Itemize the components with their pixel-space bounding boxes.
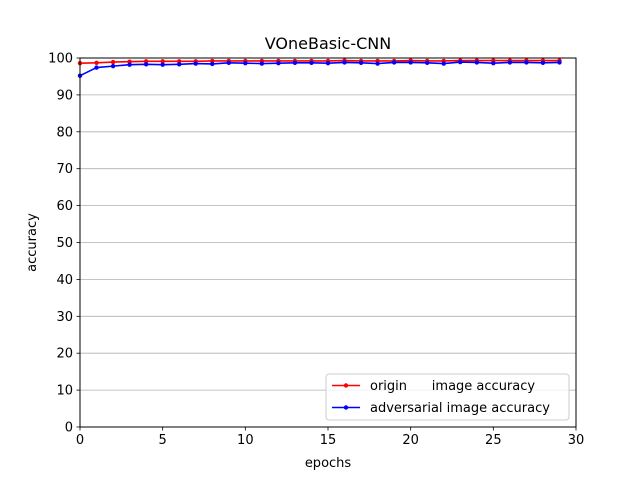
series-1-point bbox=[557, 60, 562, 65]
series-1-point bbox=[177, 62, 182, 67]
series-1-point bbox=[408, 60, 413, 65]
x-tick-label: 5 bbox=[159, 433, 167, 448]
legend-label-adversarial: adversarial image accuracy bbox=[370, 401, 550, 416]
legend-label-origin: origin image accuracy bbox=[370, 379, 535, 394]
x-tick-label: 10 bbox=[237, 433, 254, 448]
y-tick-label: 60 bbox=[56, 199, 73, 214]
legend-marker-adversarial bbox=[343, 405, 349, 410]
y-tick-label: 50 bbox=[56, 236, 73, 251]
x-tick-label: 30 bbox=[568, 433, 585, 448]
series-1-point bbox=[358, 60, 364, 65]
legend-marker-origin bbox=[343, 383, 349, 388]
y-axis-label: accuracy bbox=[25, 213, 40, 272]
y-tick-label: 10 bbox=[56, 384, 73, 399]
series-1-point bbox=[441, 61, 446, 66]
legend-box bbox=[325, 373, 570, 421]
series-1-point bbox=[540, 60, 546, 65]
y-tick-label: 40 bbox=[56, 273, 73, 288]
y-tick-label: 80 bbox=[56, 125, 73, 140]
series-0-point bbox=[94, 60, 99, 65]
series-1-point bbox=[491, 60, 496, 66]
series-1-point bbox=[259, 61, 265, 66]
series-0-point bbox=[110, 59, 116, 65]
series-1-point bbox=[94, 65, 99, 70]
series-1-point bbox=[309, 60, 314, 65]
grid bbox=[80, 94, 576, 391]
x-tick-label: 15 bbox=[320, 433, 337, 448]
ticks: 0 10 20 30 40 50 60 70 80 90 100 0 5 10 15 20 25 30 bbox=[48, 52, 584, 449]
y-tick-label: 70 bbox=[56, 162, 73, 177]
y-tick-label: 90 bbox=[56, 88, 73, 103]
x-tick-label: 0 bbox=[76, 433, 84, 448]
x-axis-label: epochs bbox=[305, 456, 352, 471]
series-0-point bbox=[160, 59, 165, 64]
y-tick-label: 30 bbox=[56, 310, 73, 325]
x-tick-label: 20 bbox=[402, 433, 419, 448]
series-1-point bbox=[524, 60, 529, 65]
y-tick-label: 100 bbox=[48, 52, 73, 67]
series-line-0 bbox=[79, 59, 560, 64]
series-1-point bbox=[210, 61, 215, 67]
series-1-point bbox=[375, 61, 380, 66]
series-1-point bbox=[342, 60, 347, 65]
series-layer bbox=[77, 58, 562, 78]
series-1-point bbox=[143, 62, 149, 67]
legend: origin image accuracy adversarial image … bbox=[325, 373, 570, 421]
series-1-point bbox=[110, 63, 116, 69]
series-1-point bbox=[127, 62, 132, 67]
series-1-point bbox=[292, 60, 298, 65]
series-1-point bbox=[276, 60, 281, 66]
series-1-point bbox=[474, 60, 479, 65]
series-1-point bbox=[507, 60, 513, 65]
series-1-point bbox=[325, 60, 331, 66]
series-1-point bbox=[391, 60, 397, 65]
series-1-point bbox=[160, 62, 165, 67]
series-1-point bbox=[243, 60, 248, 66]
y-tick-label: 0 bbox=[65, 421, 73, 436]
series-1-point bbox=[458, 59, 463, 65]
y-tick-label: 20 bbox=[56, 347, 73, 362]
chart-title: VOneBasic-CNN bbox=[265, 34, 391, 53]
x-tick-label: 25 bbox=[485, 433, 502, 448]
series-1-point bbox=[425, 60, 430, 65]
series-line-1 bbox=[79, 61, 560, 77]
series-1-point bbox=[226, 60, 231, 65]
series-1-point bbox=[193, 61, 198, 66]
